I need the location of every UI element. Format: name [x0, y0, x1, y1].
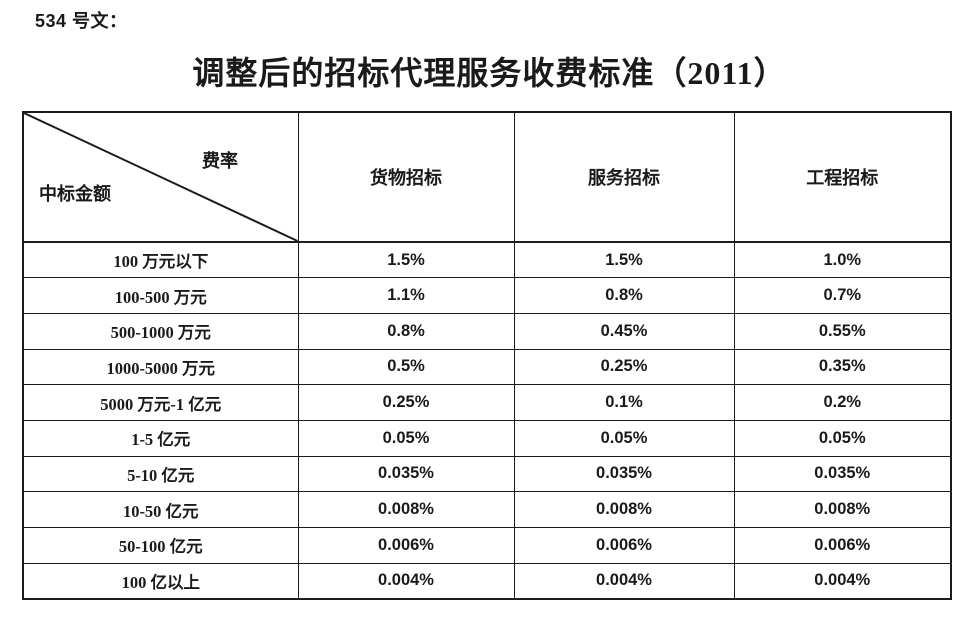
- table-row: 50-100 亿元 0.006% 0.006% 0.006%: [22, 527, 952, 564]
- rate-cell: 0.006%: [513, 527, 735, 564]
- rate-cell: 0.35%: [733, 348, 952, 386]
- rate-cell: 0.25%: [297, 384, 515, 421]
- rate-cell: 0.008%: [297, 491, 515, 528]
- row-label: 100-500 万元: [22, 277, 299, 314]
- rate-cell: 0.05%: [297, 419, 515, 457]
- row-label: 500-1000 万元: [22, 312, 299, 350]
- rate-cell: 0.05%: [513, 419, 735, 457]
- fee-rate-table: 费率 中标金额 货物招标 服务招标 工程招标 100 万元以下 1.5% 1.5…: [22, 111, 952, 600]
- table-row: 100 亿以上 0.004% 0.004% 0.004%: [22, 562, 952, 600]
- table-row: 500-1000 万元 0.8% 0.45% 0.55%: [22, 312, 952, 350]
- rate-cell: 0.004%: [297, 562, 515, 600]
- row-label: 10-50 亿元: [22, 491, 299, 528]
- page-title: 调整后的招标代理服务收费标准（2011）: [192, 55, 787, 91]
- column-header-goods-tender: 货物招标: [297, 111, 515, 243]
- rate-cell: 0.55%: [733, 312, 952, 350]
- column-header-service-tender: 服务招标: [513, 111, 735, 243]
- rate-cell: 0.25%: [513, 348, 735, 386]
- rate-cell: 0.2%: [733, 384, 952, 421]
- row-label: 1000-5000 万元: [22, 348, 299, 386]
- rate-cell: 0.7%: [733, 277, 952, 314]
- rate-cell: 0.004%: [513, 562, 735, 600]
- corner-label-bid-amount: 中标金额: [39, 184, 111, 204]
- rate-cell: 0.004%: [733, 562, 952, 600]
- rate-cell: 0.008%: [733, 491, 952, 528]
- doc-ref-label: 534 号文：: [35, 11, 128, 31]
- row-label: 1-5 亿元: [22, 419, 299, 457]
- rate-cell: 0.035%: [733, 455, 952, 493]
- table-row: 5000 万元-1 亿元 0.25% 0.1% 0.2%: [22, 384, 952, 421]
- rate-cell: 0.006%: [297, 527, 515, 564]
- rate-cell: 0.05%: [733, 419, 952, 457]
- table-row: 100-500 万元 1.1% 0.8% 0.7%: [22, 277, 952, 314]
- column-header-engineering-tender: 工程招标: [733, 111, 952, 243]
- diagonal-divider-line: [24, 113, 297, 240]
- table-row: 1-5 亿元 0.05% 0.05% 0.05%: [22, 419, 952, 457]
- table-row: 10-50 亿元 0.008% 0.008% 0.008%: [22, 491, 952, 528]
- rate-cell: 1.5%: [297, 241, 515, 279]
- rate-cell: 0.8%: [513, 277, 735, 314]
- table-row: 5-10 亿元 0.035% 0.035% 0.035%: [22, 455, 952, 493]
- rate-cell: 1.0%: [733, 241, 952, 279]
- row-label: 50-100 亿元: [22, 527, 299, 564]
- corner-header-cell: 费率 中标金额: [22, 111, 299, 243]
- rate-cell: 1.1%: [297, 277, 515, 314]
- row-label: 100 亿以上: [22, 562, 299, 600]
- table-row: 1000-5000 万元 0.5% 0.25% 0.35%: [22, 348, 952, 386]
- row-label: 5-10 亿元: [22, 455, 299, 493]
- row-label: 100 万元以下: [22, 241, 299, 279]
- rate-cell: 0.008%: [513, 491, 735, 528]
- header-row: 费率 中标金额 货物招标 服务招标 工程招标: [22, 111, 952, 243]
- rate-cell: 0.035%: [513, 455, 735, 493]
- rate-cell: 0.45%: [513, 312, 735, 350]
- table-row: 100 万元以下 1.5% 1.5% 1.0%: [22, 241, 952, 279]
- rate-cell: 0.5%: [297, 348, 515, 386]
- rate-cell: 0.8%: [297, 312, 515, 350]
- table-body: 100 万元以下 1.5% 1.5% 1.0% 100-500 万元 1.1% …: [22, 241, 952, 600]
- rate-cell: 0.006%: [733, 527, 952, 564]
- rate-cell: 0.1%: [513, 384, 735, 421]
- corner-label-rate: 费率: [202, 151, 238, 171]
- rate-cell: 1.5%: [513, 241, 735, 279]
- rate-cell: 0.035%: [297, 455, 515, 493]
- row-label: 5000 万元-1 亿元: [22, 384, 299, 421]
